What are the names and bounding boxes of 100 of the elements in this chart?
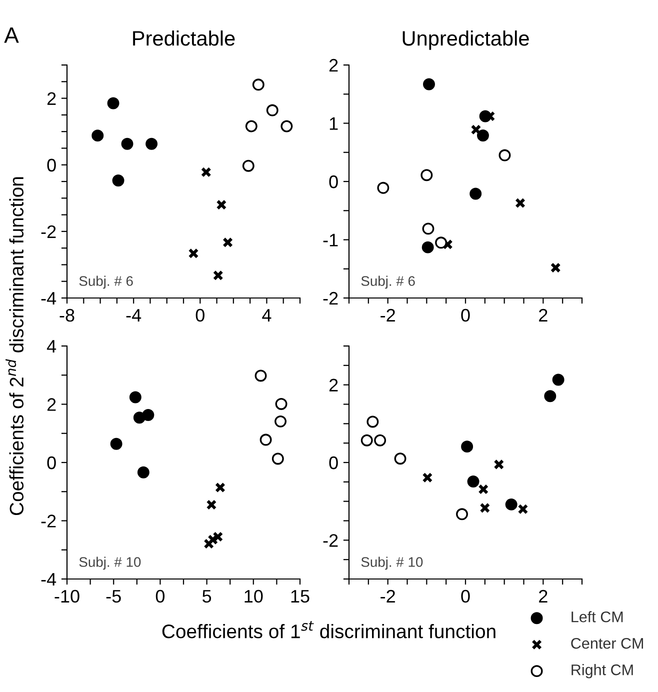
point — [216, 200, 227, 210]
x-tick-label: -5 — [106, 590, 121, 603]
x-tick-label: -8 — [60, 308, 74, 322]
point — [505, 498, 518, 510]
point — [200, 166, 212, 178]
point — [494, 459, 504, 470]
y-tick-label: 0 — [329, 456, 338, 470]
point — [456, 508, 468, 520]
point — [222, 237, 233, 248]
annotation: Subj. # 6 — [361, 276, 415, 289]
point — [435, 236, 448, 249]
point — [366, 416, 379, 428]
point — [470, 124, 482, 135]
point — [280, 120, 293, 132]
x-tick-label: -4 — [126, 309, 142, 322]
y-tick-label: -2 — [41, 225, 56, 238]
point — [552, 374, 564, 386]
point — [272, 452, 284, 465]
point — [252, 78, 264, 91]
point — [129, 391, 142, 404]
x-tick-label: 15 — [291, 590, 310, 603]
x-axis-title: Coefficients of 1$^{st}$ discriminant function — [162, 621, 496, 638]
point — [142, 409, 154, 422]
point — [480, 502, 490, 514]
text: A — [4, 28, 19, 43]
point — [467, 476, 480, 488]
point — [112, 174, 124, 186]
point — [394, 452, 406, 465]
y-tick-label: 0 — [329, 175, 338, 188]
point — [476, 129, 489, 142]
point — [110, 438, 122, 450]
point — [544, 390, 556, 402]
legend-label: Center CM — [571, 638, 643, 649]
x-tick-label: 2 — [539, 590, 548, 602]
annotation: Subj. # 10 — [361, 556, 423, 570]
point — [146, 138, 158, 150]
point — [360, 434, 373, 446]
x-tick-label: -10 — [54, 590, 80, 603]
point — [274, 415, 287, 428]
y-tick-label: 4 — [46, 340, 56, 353]
point — [254, 370, 267, 382]
point — [470, 188, 482, 200]
point — [266, 104, 278, 116]
legend-label: Right CM — [572, 664, 633, 678]
x-tick-label: 2 — [539, 308, 548, 322]
chart-title: Unpredictable — [402, 30, 529, 50]
y-tick-label: 2 — [47, 92, 56, 105]
point — [215, 482, 226, 493]
point — [422, 222, 434, 235]
y-tick-label: -2 — [41, 514, 56, 528]
point — [422, 241, 434, 254]
point — [515, 198, 526, 208]
annotation: Subj. # 6 — [79, 276, 133, 289]
point — [275, 398, 288, 410]
y-tick-label: 2 — [329, 58, 338, 72]
y-tick-label: -4 — [41, 292, 56, 305]
y-tick-label: 2 — [329, 378, 338, 392]
y-tick-label: -2 — [323, 292, 338, 305]
point — [107, 97, 120, 110]
y-tick-label: -4 — [41, 573, 56, 586]
point — [423, 78, 435, 90]
point — [461, 440, 474, 453]
x-tick-label: 0 — [156, 590, 165, 603]
x-tick-label: -2 — [380, 590, 395, 602]
point — [206, 500, 217, 510]
legend-label: Left CM — [572, 611, 623, 622]
x-tick-label: 10 — [244, 590, 263, 603]
point — [422, 472, 433, 483]
point — [550, 262, 561, 273]
y-tick-label: 2 — [47, 398, 56, 411]
point — [260, 434, 272, 446]
x-tick-label: 0 — [196, 308, 204, 322]
x-tick-label: 0 — [461, 308, 470, 322]
point — [245, 120, 258, 132]
y-axis-title: Coefficients of 2$^{nd}$ discriminant function — [6, 177, 24, 516]
point — [242, 160, 254, 172]
x-tick-label: 4 — [262, 309, 272, 322]
point — [478, 484, 489, 494]
chart-title: Predictable — [133, 30, 235, 46]
x-tick-label: 5 — [202, 590, 212, 603]
point — [121, 138, 134, 150]
annotation: Subj. # 10 — [79, 556, 141, 570]
x-tick-label: -2 — [380, 308, 395, 322]
point — [204, 538, 214, 549]
point — [188, 248, 199, 259]
point — [92, 130, 104, 142]
y-tick-label: 0 — [47, 456, 56, 470]
point — [442, 239, 453, 250]
point — [498, 149, 511, 162]
point — [374, 434, 386, 446]
y-tick-label: -2 — [323, 534, 338, 547]
point — [420, 169, 433, 182]
y-tick-label: 1 — [330, 117, 338, 130]
point — [212, 270, 224, 281]
x-tick-label: 0 — [461, 590, 470, 603]
point — [518, 504, 528, 514]
point — [377, 182, 390, 194]
y-tick-label: 0 — [47, 158, 56, 172]
y-tick-label: -1 — [323, 234, 338, 246]
point — [137, 466, 150, 478]
